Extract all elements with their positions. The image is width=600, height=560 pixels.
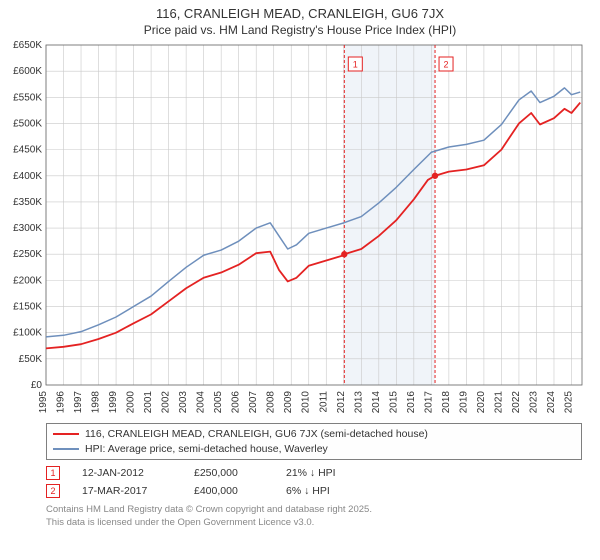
legend-swatch bbox=[53, 433, 79, 435]
legend-item: 116, CRANLEIGH MEAD, CRANLEIGH, GU6 7JX … bbox=[53, 427, 575, 442]
x-tick-label: 2013 bbox=[353, 391, 364, 414]
chart-subtitle: Price paid vs. HM Land Registry's House … bbox=[0, 23, 600, 37]
annotation-pct: 6% ↓ HPI bbox=[286, 485, 376, 497]
x-tick-label: 1997 bbox=[73, 391, 84, 414]
chart-title: 116, CRANLEIGH MEAD, CRANLEIGH, GU6 7JX bbox=[0, 6, 600, 21]
footer-line1: Contains HM Land Registry data © Crown c… bbox=[46, 504, 582, 516]
x-tick-label: 2022 bbox=[511, 391, 522, 414]
annotation-row: 2 17-MAR-2017 £400,000 6% ↓ HPI bbox=[46, 482, 582, 500]
x-tick-label: 2019 bbox=[458, 391, 469, 414]
y-tick-label: £250K bbox=[13, 249, 42, 260]
x-tick-label: 2017 bbox=[423, 391, 434, 414]
x-tick-label: 2009 bbox=[283, 391, 294, 414]
annotation-table: 1 12-JAN-2012 £250,000 21% ↓ HPI 2 17-MAR-201… bbox=[46, 464, 582, 500]
marker-box-label: 2 bbox=[444, 60, 449, 70]
chart-area: £0 £50K £100K £150K £200K £250K £300K £350K £400… bbox=[0, 39, 600, 419]
x-tick-label: 2021 bbox=[493, 391, 504, 414]
legend-label: HPI: Average price, semi-detached house,… bbox=[85, 442, 328, 457]
x-tick-label: 2014 bbox=[371, 391, 382, 414]
legend-item: HPI: Average price, semi-detached house,… bbox=[53, 442, 575, 457]
x-tick-label: 2000 bbox=[126, 391, 137, 414]
y-tick-label: £400K bbox=[13, 171, 42, 182]
x-tick-label: 2003 bbox=[178, 391, 189, 414]
annotation-pct: 21% ↓ HPI bbox=[286, 467, 376, 479]
x-tick-label: 2012 bbox=[336, 391, 347, 414]
x-tick-label: 1998 bbox=[91, 391, 102, 414]
x-tick-label: 2007 bbox=[248, 391, 259, 414]
x-tick-label: 1996 bbox=[56, 391, 67, 414]
annotation-marker: 2 bbox=[46, 484, 60, 498]
y-tick-label: £100K bbox=[13, 328, 42, 339]
x-tick-label: 2024 bbox=[546, 391, 557, 414]
series-hpi bbox=[46, 88, 580, 337]
annotation-date: 17-MAR-2017 bbox=[82, 485, 172, 497]
annotation-date: 12-JAN-2012 bbox=[82, 467, 172, 479]
annotation-row: 1 12-JAN-2012 £250,000 21% ↓ HPI bbox=[46, 464, 582, 482]
x-tick-label: 2023 bbox=[528, 391, 539, 414]
legend-label: 116, CRANLEIGH MEAD, CRANLEIGH, GU6 7JX … bbox=[85, 427, 428, 442]
x-tick-label: 2015 bbox=[388, 391, 399, 414]
x-tick-label: 1995 bbox=[38, 391, 49, 414]
y-tick-label: £550K bbox=[13, 92, 42, 103]
y-tick-label: £350K bbox=[13, 197, 42, 208]
y-tick-label: £600K bbox=[13, 66, 42, 77]
x-tick-label: 2020 bbox=[476, 391, 487, 414]
x-tick-label: 2002 bbox=[161, 391, 172, 414]
legend: 116, CRANLEIGH MEAD, CRANLEIGH, GU6 7JX … bbox=[46, 423, 582, 460]
y-tick-label: £650K bbox=[13, 40, 42, 51]
y-tick-label: £0 bbox=[31, 380, 43, 391]
annotation-price: £400,000 bbox=[194, 485, 264, 497]
x-tick-label: 2010 bbox=[301, 391, 312, 414]
y-tick-label: £500K bbox=[13, 118, 42, 129]
x-tick-label: 2008 bbox=[266, 391, 277, 414]
x-tick-label: 2018 bbox=[441, 391, 452, 414]
y-tick-label: £150K bbox=[13, 302, 42, 313]
x-tick-label: 2005 bbox=[213, 391, 224, 414]
legend-swatch bbox=[53, 448, 79, 450]
annotation-marker: 1 bbox=[46, 466, 60, 480]
x-tick-label: 2025 bbox=[563, 391, 574, 414]
x-tick-label: 1999 bbox=[108, 391, 119, 414]
y-tick-label: £200K bbox=[13, 275, 42, 286]
x-tick-label: 2016 bbox=[406, 391, 417, 414]
footer-attribution: Contains HM Land Registry data © Crown c… bbox=[46, 504, 582, 529]
y-tick-label: £450K bbox=[13, 145, 42, 156]
shaded-band bbox=[344, 45, 435, 385]
chart-title-block: 116, CRANLEIGH MEAD, CRANLEIGH, GU6 7JX … bbox=[0, 0, 600, 39]
x-tick-label: 2006 bbox=[231, 391, 242, 414]
x-tick-label: 2001 bbox=[143, 391, 154, 414]
x-tick-label: 2011 bbox=[318, 391, 329, 413]
footer-line2: This data is licensed under the Open Gov… bbox=[46, 517, 582, 529]
y-tick-label: £50K bbox=[19, 354, 43, 365]
x-tick-label: 2004 bbox=[196, 391, 207, 414]
chart-svg: £0 £50K £100K £150K £200K £250K £300K £350K £400… bbox=[0, 39, 600, 419]
y-tick-label: £300K bbox=[13, 223, 42, 234]
annotation-price: £250,000 bbox=[194, 467, 264, 479]
marker-box-label: 1 bbox=[353, 60, 358, 70]
